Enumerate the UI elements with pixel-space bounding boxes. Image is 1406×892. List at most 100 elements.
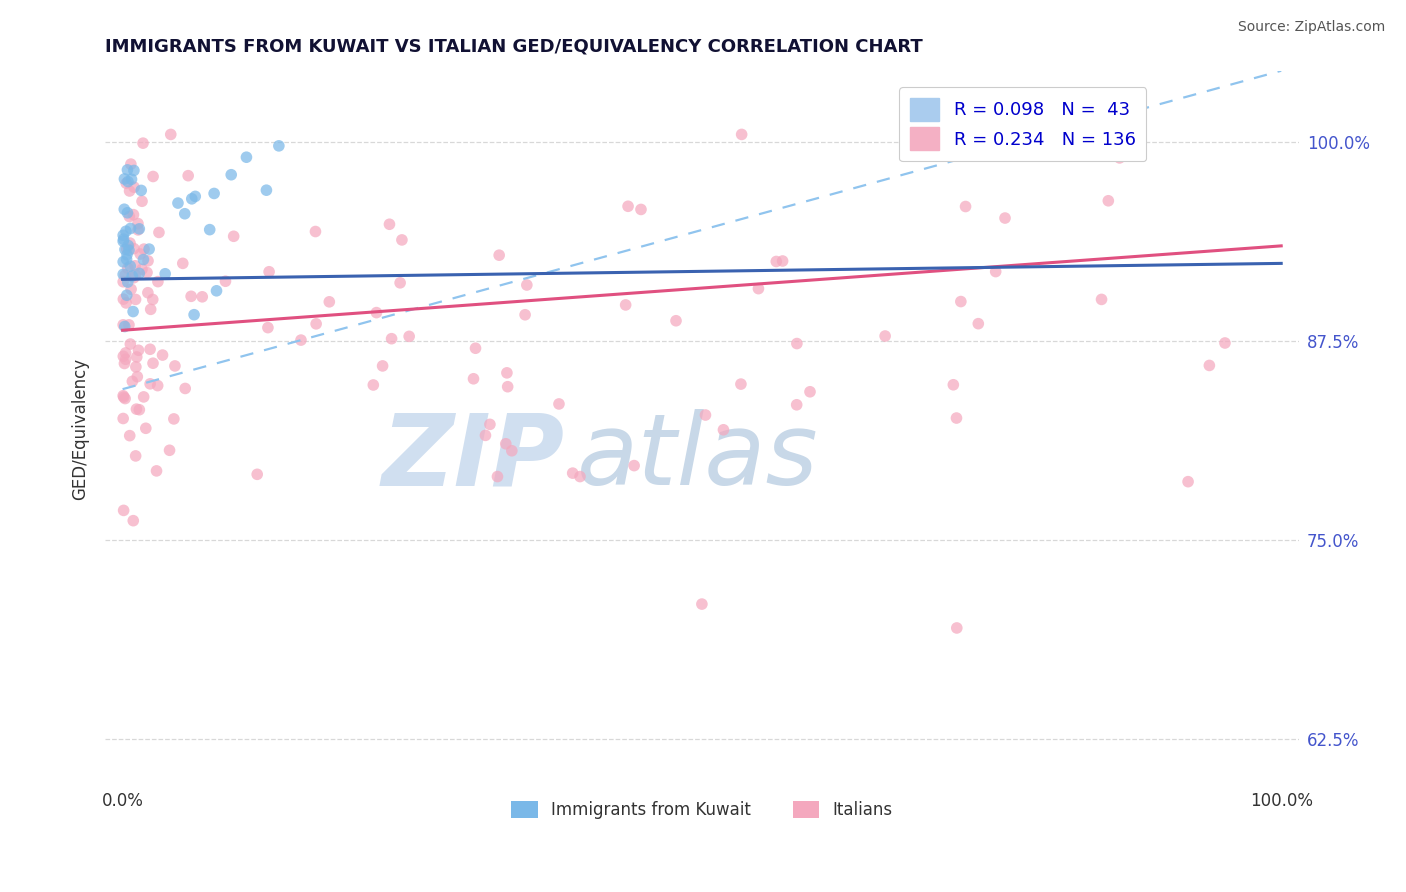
- Point: [125, 359, 148, 374]
- Point: [184, 189, 207, 203]
- Point: [246, 467, 269, 482]
- Point: [127, 369, 149, 384]
- Point: [120, 282, 142, 296]
- Point: [112, 202, 135, 217]
- Point: [747, 282, 769, 296]
- Point: [159, 128, 181, 142]
- Point: [174, 381, 197, 395]
- Text: IMMIGRANTS FROM KUWAIT VS ITALIAN GED/EQUIVALENCY CORRELATION CHART: IMMIGRANTS FROM KUWAIT VS ITALIAN GED/EQ…: [105, 37, 922, 55]
- Point: [730, 377, 752, 392]
- Point: [114, 392, 136, 406]
- Point: [614, 298, 637, 312]
- Point: [1097, 194, 1119, 208]
- Point: [120, 157, 142, 171]
- Point: [765, 254, 787, 268]
- Point: [945, 411, 967, 425]
- Point: [112, 232, 135, 246]
- Point: [1213, 336, 1236, 351]
- Point: [695, 408, 717, 422]
- Point: [121, 172, 143, 186]
- Point: [946, 621, 969, 635]
- Point: [120, 337, 142, 351]
- Point: [496, 366, 519, 380]
- Point: [132, 252, 155, 267]
- Point: [115, 242, 138, 256]
- Point: [617, 199, 640, 213]
- Point: [318, 294, 340, 309]
- Point: [772, 254, 794, 268]
- Point: [254, 183, 277, 197]
- Point: [124, 259, 146, 273]
- Point: [513, 308, 536, 322]
- Point: [304, 225, 326, 239]
- Point: [135, 421, 157, 435]
- Point: [786, 336, 808, 351]
- Point: [139, 343, 162, 357]
- Point: [569, 469, 592, 483]
- Point: [117, 261, 139, 276]
- Point: [713, 423, 735, 437]
- Point: [139, 376, 162, 391]
- Point: [121, 268, 143, 283]
- Point: [561, 466, 583, 480]
- Point: [146, 275, 169, 289]
- Point: [159, 443, 181, 458]
- Point: [117, 175, 139, 189]
- Point: [128, 402, 150, 417]
- Point: [949, 294, 972, 309]
- Point: [112, 411, 135, 425]
- Point: [391, 233, 413, 247]
- Point: [142, 169, 165, 184]
- Point: [136, 253, 159, 268]
- Point: [173, 207, 195, 221]
- Point: [180, 192, 202, 206]
- Point: [1177, 475, 1199, 489]
- Point: [389, 276, 412, 290]
- Point: [623, 458, 645, 473]
- Point: [129, 247, 152, 261]
- Point: [136, 266, 159, 280]
- Point: [665, 314, 688, 328]
- Point: [122, 514, 145, 528]
- Point: [125, 402, 148, 417]
- Point: [630, 202, 652, 217]
- Point: [114, 268, 136, 283]
- Point: [117, 238, 139, 252]
- Point: [124, 293, 146, 307]
- Point: [799, 384, 821, 399]
- Point: [153, 267, 176, 281]
- Point: [463, 372, 485, 386]
- Point: [115, 176, 138, 190]
- Point: [219, 168, 242, 182]
- Point: [114, 243, 136, 257]
- Point: [984, 264, 1007, 278]
- Point: [690, 597, 713, 611]
- Point: [967, 317, 990, 331]
- Point: [129, 183, 152, 197]
- Point: [145, 464, 167, 478]
- Point: [118, 428, 141, 442]
- Point: [115, 248, 138, 262]
- Point: [305, 317, 328, 331]
- Point: [257, 265, 280, 279]
- Point: [122, 208, 145, 222]
- Point: [290, 333, 312, 347]
- Point: [112, 172, 135, 186]
- Point: [118, 318, 141, 332]
- Legend: Immigrants from Kuwait, Italians: Immigrants from Kuwait, Italians: [505, 794, 900, 825]
- Point: [730, 128, 752, 142]
- Point: [112, 389, 135, 403]
- Point: [142, 356, 165, 370]
- Point: [177, 169, 200, 183]
- Point: [122, 270, 145, 285]
- Point: [478, 417, 501, 432]
- Point: [381, 332, 404, 346]
- Point: [124, 449, 146, 463]
- Point: [132, 136, 155, 150]
- Point: [371, 359, 394, 373]
- Point: [363, 378, 385, 392]
- Point: [117, 206, 139, 220]
- Point: [257, 320, 280, 334]
- Point: [464, 341, 486, 355]
- Point: [267, 139, 290, 153]
